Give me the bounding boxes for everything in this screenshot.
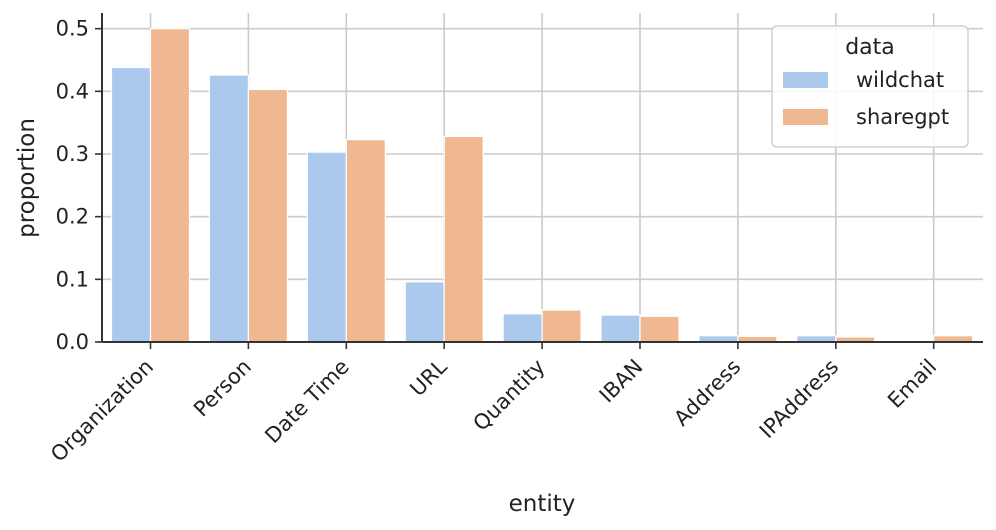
x-tick-label: Person: [189, 355, 256, 422]
x-tick-labels: Organization Person Date Time URL Quantity IB…: [46, 354, 941, 466]
legend-swatch-sharegpt: [783, 109, 828, 125]
bar-sharegpt-person: [247, 88, 288, 343]
bar-wildchat-quantity: [502, 313, 543, 343]
x-tick-label: Quantity: [468, 355, 549, 436]
bar-wildchat-date-time: [306, 151, 347, 343]
x-tick-label: Address: [669, 355, 745, 431]
x-tick-label: IBAN: [595, 355, 648, 408]
bar-sharegpt-quantity: [541, 309, 582, 343]
y-tick-label: 0.4: [56, 79, 89, 103]
y-axis-label: proportion: [14, 118, 40, 238]
y-tick-label: 0.2: [56, 205, 89, 229]
bar-wildchat-person: [208, 74, 249, 343]
x-tick-label: Organization: [46, 355, 158, 467]
x-tick-label: IPAddress: [755, 355, 843, 443]
bar-wildchat-organization: [110, 66, 152, 343]
bars: [110, 28, 974, 343]
x-axis-label: entity: [509, 491, 576, 517]
y-tick-label: 0.1: [56, 267, 89, 291]
x-tick-label: URL: [405, 354, 452, 401]
y-tick-label: 0.5: [56, 17, 89, 41]
axes: [95, 13, 983, 349]
y-tick-label: 0.0: [56, 330, 89, 354]
x-tick-label: Email: [883, 355, 941, 413]
bar-wildchat-iban: [600, 314, 641, 343]
bar-sharegpt-url: [443, 135, 484, 343]
y-tick-label: 0.3: [56, 142, 89, 166]
y-tick-labels: 0.0 0.1 0.2 0.3 0.4 0.5: [56, 17, 89, 354]
legend: data wildchat sharegpt: [771, 25, 969, 148]
legend-swatch-wildchat: [783, 72, 828, 88]
legend-label-wildchat: wildchat: [856, 68, 944, 92]
bar-sharegpt-date-time: [345, 138, 386, 343]
legend-title: data: [845, 35, 895, 60]
bar-sharegpt-iban: [639, 315, 680, 343]
bar-wildchat-url: [404, 281, 445, 343]
legend-label-sharegpt: sharegpt: [856, 105, 949, 129]
x-tick-label: Date Time: [260, 355, 354, 449]
bar-sharegpt-organization: [149, 28, 191, 343]
